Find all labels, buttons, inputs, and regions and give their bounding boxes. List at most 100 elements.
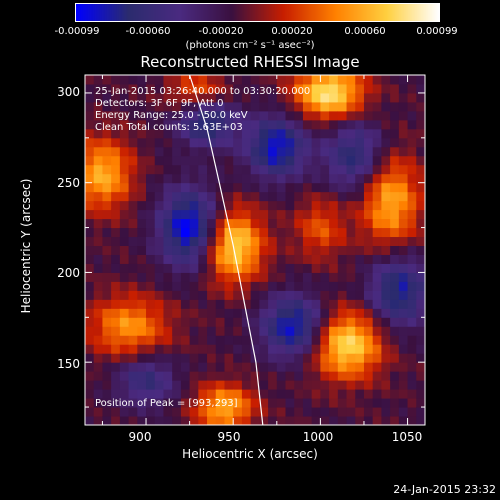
heatmap-cell: [294, 326, 304, 336]
heatmap-cell: [85, 254, 95, 264]
heatmap-cell: [302, 173, 313, 184]
heatmap-cell: [381, 236, 391, 247]
heatmap-cell: [294, 101, 304, 112]
heatmap-cell: [311, 335, 321, 345]
heatmap-cell: [154, 200, 164, 211]
heatmap-cell: [346, 389, 356, 399]
heatmap-cell: [154, 353, 164, 363]
heatmap-cell: [268, 227, 278, 238]
heatmap-cell: [320, 92, 330, 103]
heatmap-cell: [329, 110, 339, 121]
heatmap-cell: [154, 362, 164, 372]
heatmap-cell: [198, 164, 208, 175]
heatmap-cell: [311, 227, 321, 238]
heatmap-cell: [128, 290, 138, 300]
heatmap-cell: [398, 290, 409, 300]
heatmap-cell: [294, 254, 304, 264]
heatmap-cell: [250, 299, 260, 309]
heatmap-cell: [407, 137, 417, 148]
heatmap-cell: [276, 407, 287, 417]
heatmap-cell: [285, 416, 295, 426]
heatmap-cell: [285, 299, 295, 309]
heatmap-cell: [355, 164, 365, 175]
heatmap-cell: [390, 344, 400, 354]
heatmap-cell: [337, 245, 348, 255]
heatmap-cell: [224, 290, 234, 300]
heatmap-cell: [390, 416, 400, 426]
heatmap-cell: [224, 182, 234, 193]
heatmap-cell: [268, 263, 278, 273]
heatmap-cell: [355, 317, 365, 327]
heatmap-cell: [189, 227, 199, 238]
heatmap-cell: [390, 164, 400, 175]
heatmap-cell: [363, 416, 374, 426]
heatmap-cell: [224, 362, 234, 372]
heatmap-cell: [137, 272, 147, 282]
heatmap-cell: [381, 92, 391, 103]
heatmap-cell: [259, 380, 269, 390]
heatmap-cell: [180, 326, 191, 336]
heatmap-cell: [302, 344, 313, 354]
heatmap-cell: [416, 173, 426, 184]
heatmap-cell: [346, 182, 356, 193]
heatmap-cell: [146, 416, 156, 426]
heatmap-cell: [346, 416, 356, 426]
heatmap-cell: [163, 236, 173, 247]
heatmap-cell: [329, 344, 339, 354]
heatmap-cell: [224, 137, 234, 148]
heatmap-cell: [407, 128, 417, 139]
heatmap-cell: [250, 344, 260, 354]
heatmap-cell: [198, 146, 208, 157]
heatmap-cell: [146, 245, 156, 255]
heatmap-cell: [128, 209, 138, 220]
heatmap-cell: [85, 101, 95, 112]
heatmap-cell: [215, 371, 225, 381]
heatmap-cell: [346, 281, 356, 291]
heatmap-cell: [233, 92, 243, 103]
heatmap-cell: [302, 317, 313, 327]
heatmap-cell: [320, 227, 330, 238]
heatmap-cell: [154, 83, 164, 94]
heatmap-cell: [198, 344, 208, 354]
heatmap-cell: [85, 245, 95, 255]
x-tick-label: 1000: [302, 430, 334, 444]
heatmap-cell: [285, 362, 295, 372]
heatmap-cell: [241, 245, 252, 255]
heatmap-cell: [180, 299, 191, 309]
heatmap-cell: [137, 200, 147, 211]
heatmap-cell: [363, 182, 374, 193]
heatmap-cell: [172, 119, 182, 130]
heatmap-cell: [93, 353, 103, 363]
heatmap-cell: [381, 137, 391, 148]
heatmap-cell: [381, 326, 391, 336]
heatmap-cell: [180, 200, 191, 211]
annotation-detectors: Detectors: 3F 6F 9F, Att 0: [95, 98, 224, 109]
heatmap-cell: [119, 308, 130, 318]
heatmap-cell: [337, 218, 348, 229]
y-tick-label: 300: [57, 85, 80, 99]
heatmap-cell: [189, 263, 199, 273]
heatmap-cell: [268, 137, 278, 148]
heatmap-cell: [119, 272, 130, 282]
heatmap-cell: [180, 263, 191, 273]
heatmap-cell: [128, 407, 138, 417]
heatmap-cell: [93, 335, 103, 345]
heatmap-cell: [207, 281, 217, 291]
heatmap-cell: [198, 317, 208, 327]
heatmap-cell: [407, 326, 417, 336]
heatmap-cell: [241, 218, 252, 229]
heatmap-cell: [381, 182, 391, 193]
heatmap-cell: [85, 371, 95, 381]
heatmap-cell: [111, 416, 121, 426]
heatmap-cell: [102, 218, 112, 229]
heatmap-cell: [233, 200, 243, 211]
heatmap-cell: [302, 416, 313, 426]
heatmap-cell: [146, 75, 156, 85]
heatmap-cell: [233, 83, 243, 94]
heatmap-cell: [172, 191, 182, 202]
heatmap-cell: [355, 110, 365, 121]
heatmap-cell: [329, 119, 339, 130]
heatmap-cell: [372, 173, 382, 184]
heatmap-cell: [111, 191, 121, 202]
heatmap-cell: [137, 344, 147, 354]
